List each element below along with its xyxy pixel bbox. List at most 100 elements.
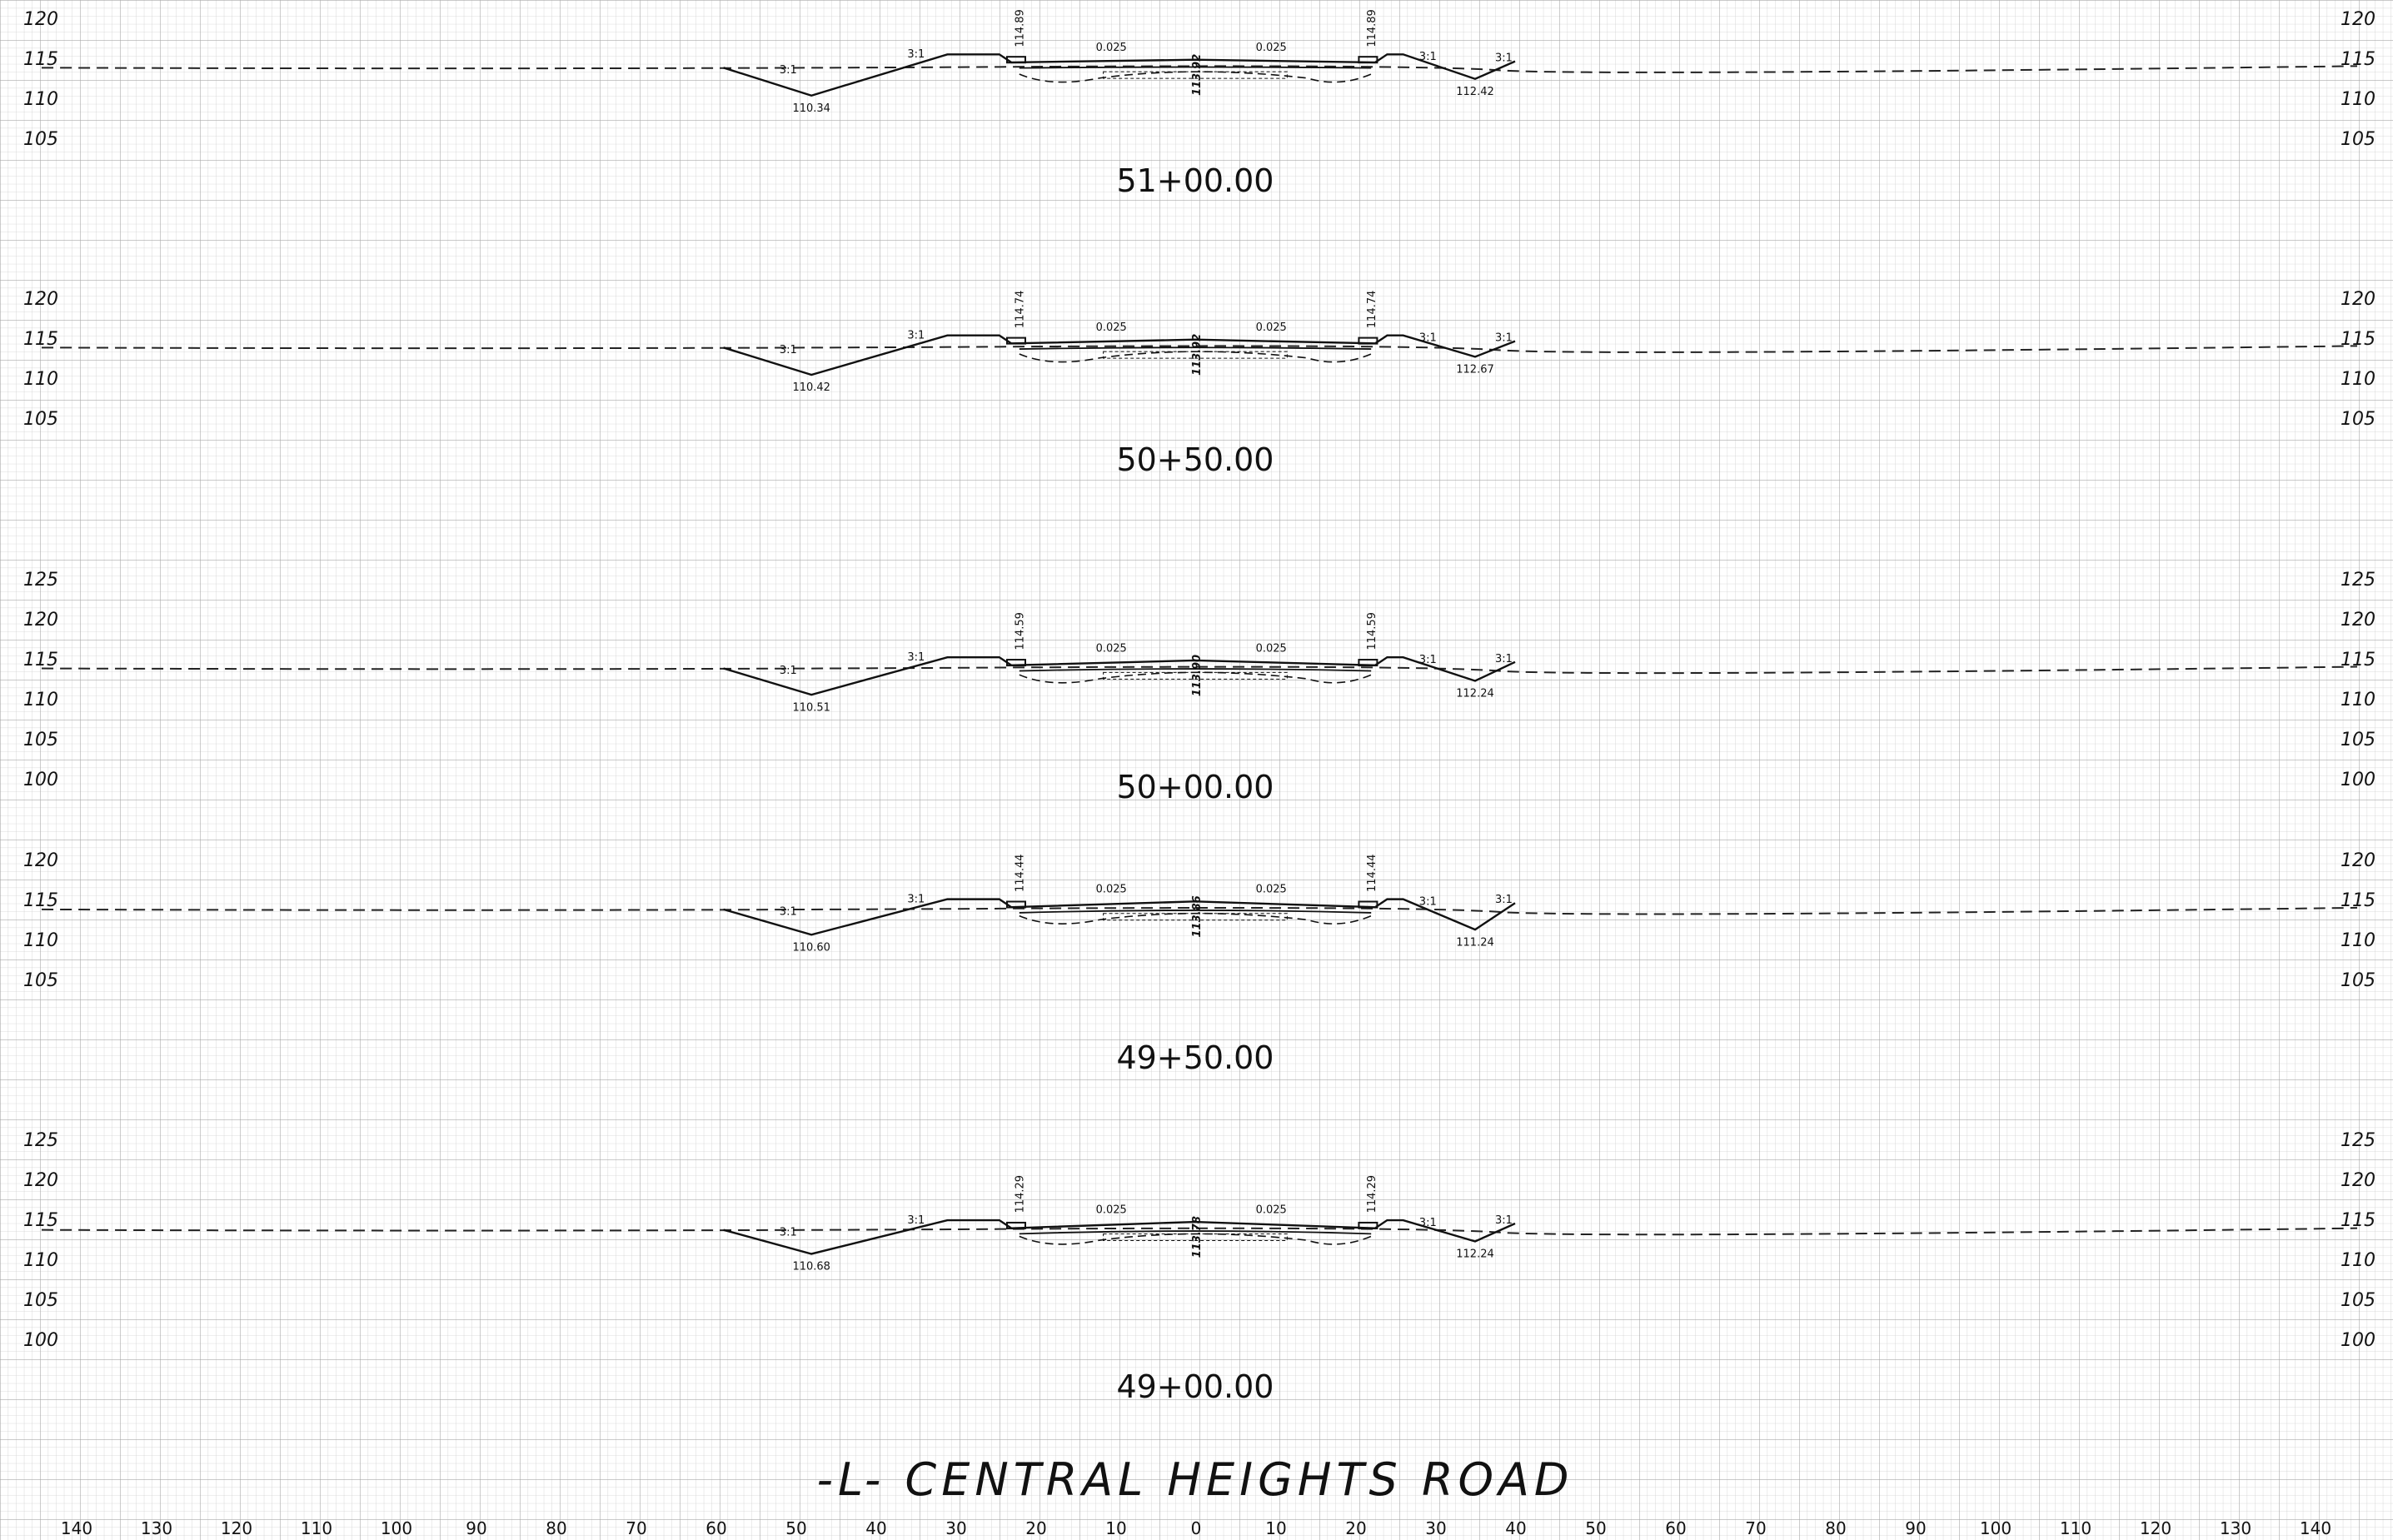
slope-label-left-cut: 3:1 bbox=[907, 1214, 925, 1227]
shoulder-elevation-right: 114.44 bbox=[1366, 854, 1378, 892]
x-axis-label: 130 bbox=[2220, 1518, 2251, 1538]
x-axis-label: 10 bbox=[1105, 1518, 1126, 1538]
curb-symbol bbox=[1006, 659, 1026, 667]
elevation-label-left: 110 bbox=[23, 89, 58, 110]
elevation-label-right: 120 bbox=[2341, 9, 2376, 30]
slope-label-left-fill: 3:1 bbox=[780, 64, 797, 77]
x-axis-label: 100 bbox=[381, 1518, 412, 1538]
shoulder-elevation-left: 114.89 bbox=[1015, 9, 1027, 47]
elevation-label-left: 110 bbox=[23, 369, 58, 390]
slope-label-left-cut: 3:1 bbox=[907, 330, 925, 342]
elevation-label-right: 100 bbox=[2341, 1330, 2376, 1351]
undercut-box bbox=[1103, 671, 1288, 680]
elevation-label-right: 105 bbox=[2341, 730, 2376, 750]
x-axis-label: 110 bbox=[301, 1518, 332, 1538]
cross-slope-left: 0.025 bbox=[1096, 321, 1127, 334]
x-axis-label: 60 bbox=[1665, 1518, 1686, 1538]
curb-symbol bbox=[1358, 1221, 1378, 1229]
station-label: 49+50.00 bbox=[1117, 1039, 1274, 1076]
elevation-label-right: 105 bbox=[2341, 970, 2376, 991]
cross-slope-right: 0.025 bbox=[1256, 321, 1287, 334]
curb-symbol bbox=[1006, 900, 1026, 909]
slope-label-right-cut: 3:1 bbox=[1419, 1217, 1437, 1229]
x-axis-label: 10 bbox=[1265, 1518, 1286, 1538]
centerline-elevation: 113.92 bbox=[1191, 54, 1204, 96]
curb-symbol bbox=[1358, 336, 1378, 345]
elevation-label-left: 125 bbox=[23, 1130, 58, 1151]
ditch-elevation-left: 110.34 bbox=[792, 102, 830, 115]
x-axis-label: 120 bbox=[2140, 1518, 2171, 1538]
x-axis: 140 130 120 110 100 90 80 70 60 50 40 30 20 10 0 10 20 30… bbox=[61, 1518, 2331, 1538]
pavement-base-line bbox=[1019, 66, 1372, 69]
slope-label-right-fill: 3:1 bbox=[1495, 653, 1513, 665]
x-axis-label: 30 bbox=[1425, 1518, 1446, 1538]
elevation-label-left: 110 bbox=[23, 690, 58, 710]
centerline-elevation: 113.90 bbox=[1191, 655, 1204, 696]
elevation-label-left: 120 bbox=[23, 289, 58, 310]
elevation-label-right: 110 bbox=[2341, 89, 2376, 110]
shoulder-elevation-right: 114.29 bbox=[1366, 1175, 1378, 1214]
pavement-base-line bbox=[1019, 668, 1372, 672]
slope-label-left-fill: 3:1 bbox=[780, 665, 797, 677]
elevation-label-left: 110 bbox=[23, 1250, 58, 1271]
elevation-label-left: 105 bbox=[23, 730, 58, 750]
x-axis-label: 40 bbox=[865, 1518, 886, 1538]
x-axis-label: 60 bbox=[705, 1518, 726, 1538]
elevation-label-right: 115 bbox=[2341, 890, 2376, 911]
sheet-title: -L- CENTRAL HEIGHTS ROAD bbox=[816, 1453, 1573, 1506]
slope-label-left-fill: 3:1 bbox=[780, 1226, 797, 1238]
elevation-label-right: 110 bbox=[2341, 930, 2376, 951]
x-axis-label: 140 bbox=[2300, 1518, 2331, 1538]
elevation-label-right: 115 bbox=[2341, 1210, 2376, 1231]
x-axis-label: 50 bbox=[1585, 1518, 1606, 1538]
ditch-elevation-right: 112.24 bbox=[1456, 1248, 1494, 1261]
slope-label-left-cut: 3:1 bbox=[907, 651, 925, 664]
undercut-box bbox=[1103, 1233, 1288, 1241]
slope-label-right-fill: 3:1 bbox=[1495, 332, 1513, 345]
x-axis-label: 80 bbox=[546, 1518, 566, 1538]
elevation-label-right: 105 bbox=[2341, 409, 2376, 430]
elevation-label-right: 120 bbox=[2341, 850, 2376, 871]
elevation-label-right: 115 bbox=[2341, 650, 2376, 670]
station-label: 51+00.00 bbox=[1117, 162, 1274, 199]
elevation-label-right: 100 bbox=[2341, 770, 2376, 790]
elevation-label-right: 120 bbox=[2341, 289, 2376, 310]
x-axis-label: 90 bbox=[466, 1518, 486, 1538]
elevation-label-left: 115 bbox=[23, 329, 58, 350]
elevation-label-left: 125 bbox=[23, 570, 58, 591]
station-label: 49+00.00 bbox=[1117, 1368, 1274, 1405]
ditch-elevation-left: 110.42 bbox=[792, 381, 830, 394]
cross-slope-left: 0.025 bbox=[1096, 42, 1127, 54]
undercut-box bbox=[1103, 913, 1288, 921]
elevation-label-left: 120 bbox=[23, 9, 58, 30]
slope-label-left-fill: 3:1 bbox=[780, 344, 797, 356]
slope-label-right-fill: 3:1 bbox=[1495, 894, 1513, 906]
existing-ground-line bbox=[41, 345, 2358, 353]
undercut-box bbox=[1103, 71, 1288, 79]
shoulder-elevation-left: 114.74 bbox=[1015, 291, 1027, 329]
x-axis-label: 70 bbox=[1745, 1518, 1766, 1538]
slope-label-right-fill: 3:1 bbox=[1495, 1214, 1513, 1227]
cross-section: 125 125 120 120 115 115 110 110 105 105 100 100 114.… bbox=[23, 1130, 2376, 1405]
elevation-label-left: 115 bbox=[23, 49, 58, 70]
shoulder-elevation-left: 114.29 bbox=[1015, 1175, 1027, 1214]
cross-slope-left: 0.025 bbox=[1096, 884, 1127, 896]
cross-section: 125 125 120 120 115 115 110 110 105 105 100 100 114.… bbox=[23, 570, 2376, 805]
shoulder-elevation-right: 114.59 bbox=[1366, 612, 1378, 650]
elevation-label-right: 110 bbox=[2341, 690, 2376, 710]
elevation-label-right: 110 bbox=[2341, 1250, 2376, 1271]
ditch-elevation-left: 110.68 bbox=[792, 1261, 830, 1273]
x-axis-label: 0 bbox=[1191, 1518, 1202, 1538]
station-label: 50+00.00 bbox=[1117, 769, 1274, 805]
centerline-elevation: 113.92 bbox=[1191, 334, 1204, 376]
x-axis-label: 110 bbox=[2060, 1518, 2091, 1538]
slope-label-right-cut: 3:1 bbox=[1419, 895, 1437, 908]
cross-section: 120 120 115 115 110 110 105 105 114.89 114.89 0.02… bbox=[23, 9, 2376, 199]
x-axis-label: 90 bbox=[1905, 1518, 1926, 1538]
elevation-label-left: 105 bbox=[23, 409, 58, 430]
elevation-label-left: 105 bbox=[23, 970, 58, 991]
curb-symbol bbox=[1358, 56, 1378, 64]
x-axis-label: 70 bbox=[626, 1518, 646, 1538]
cross-slope-right: 0.025 bbox=[1256, 1204, 1287, 1217]
